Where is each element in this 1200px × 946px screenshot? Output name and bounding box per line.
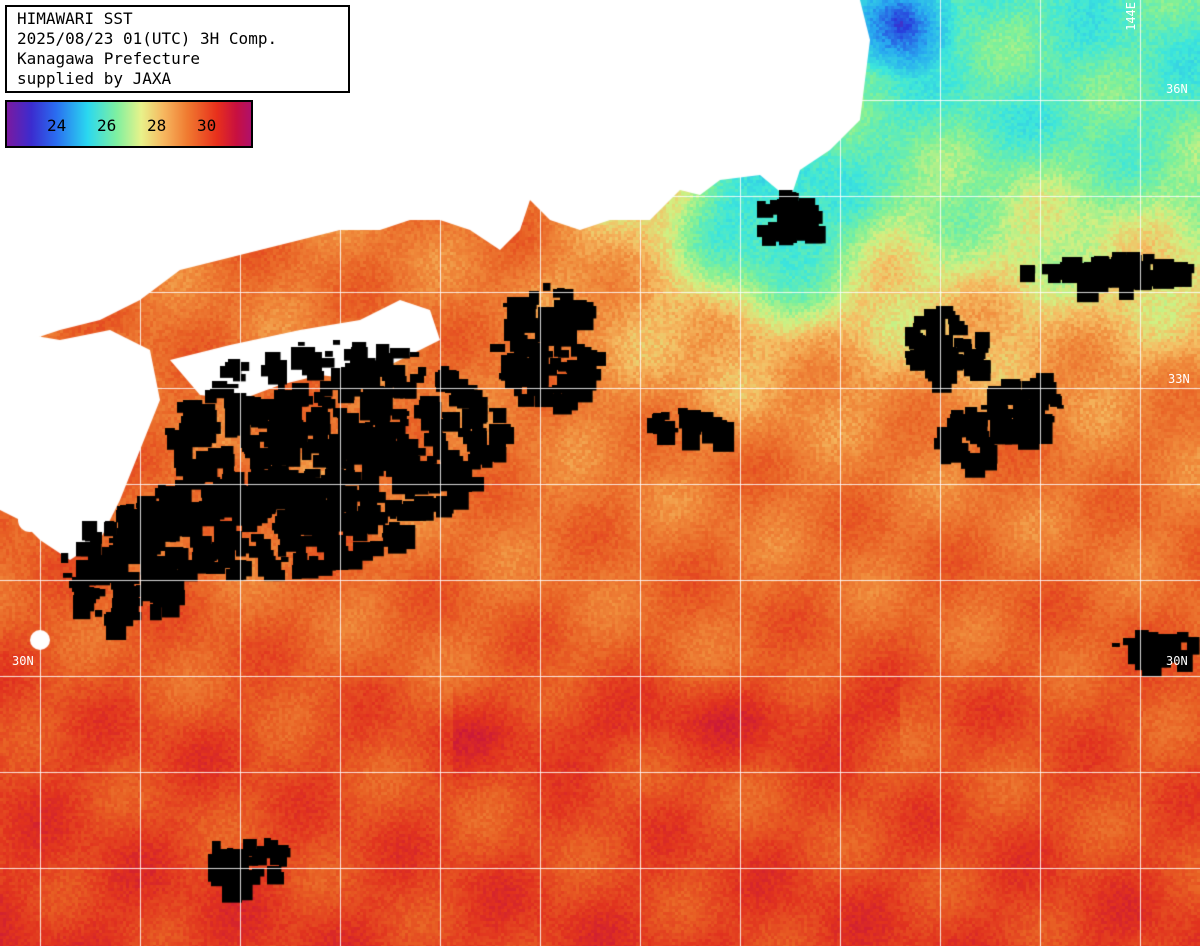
title-line-2: 2025/08/23 01(UTC) 3H Comp. — [17, 29, 278, 48]
legend-tick-28: 28 — [147, 116, 167, 135]
title-line-3: Kanagawa Prefecture — [17, 49, 201, 68]
legend-tick-26: 26 — [97, 116, 117, 135]
legend-tick-30: 30 — [197, 116, 217, 135]
title-line-1: HIMAWARI SST — [17, 9, 133, 28]
lat-label-30n-left: 30N — [12, 654, 34, 668]
lat-label-36n: 36N — [1166, 82, 1188, 96]
title-box: HIMAWARI SST 2025/08/23 01(UTC) 3H Comp.… — [5, 5, 350, 93]
legend-tick-24: 24 — [47, 116, 67, 135]
lon-label-138e: 138E — [486, 2, 500, 31]
color-scale-legend: 24 26 28 30 — [5, 100, 253, 148]
lon-label-144e: 144E — [1124, 2, 1138, 31]
lat-label-30n-right: 30N — [1166, 654, 1188, 668]
lat-label-33n-right: 33N — [1168, 372, 1190, 386]
title-line-4: supplied by JAXA — [17, 69, 172, 88]
lat-label-33-left: 33 — [12, 372, 27, 386]
